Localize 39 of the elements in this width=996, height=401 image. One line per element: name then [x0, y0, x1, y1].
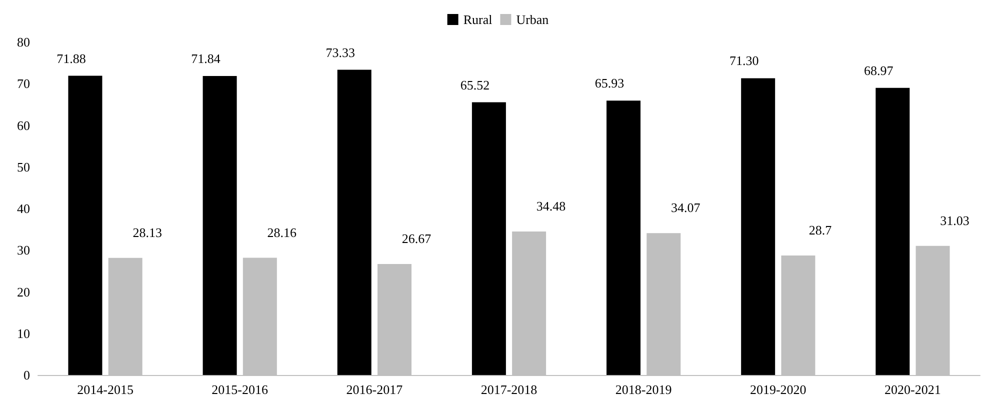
- legend-label: Urban: [516, 12, 550, 27]
- x-tick-label: 2014-2015: [77, 382, 134, 397]
- data-label: 71.30: [729, 53, 759, 68]
- data-label: 65.93: [594, 76, 624, 91]
- bar: [202, 76, 237, 375]
- x-tick-label: 2015-2016: [212, 382, 269, 397]
- data-label: 28.16: [267, 224, 298, 240]
- data-label: 65.52: [460, 77, 490, 92]
- bar: [606, 100, 641, 375]
- data-label: 28.13: [132, 224, 162, 240]
- y-tick-label: 20: [17, 284, 30, 300]
- y-tick-label: 40: [17, 201, 30, 216]
- bar: [876, 88, 910, 375]
- data-label: 28.7: [808, 222, 832, 238]
- x-tick-label: 2020-2021: [884, 382, 941, 397]
- x-tick-label: 2019-2020: [750, 382, 806, 397]
- x-tick-label: 2018-2019: [615, 382, 672, 397]
- bar: [741, 78, 776, 375]
- data-label: 26.67: [402, 230, 432, 246]
- bar: [337, 70, 372, 375]
- data-label: 34.48: [536, 198, 566, 214]
- y-tick-label: 50: [17, 159, 30, 174]
- legend-label: Rural: [463, 12, 493, 27]
- bar: [68, 76, 102, 375]
- y-tick-label: 70: [17, 76, 30, 92]
- y-tick-label: 0: [24, 368, 30, 382]
- x-tick-label: 2017-2018: [480, 382, 538, 397]
- data-label: 34.07: [671, 200, 701, 216]
- bar: [472, 102, 506, 375]
- x-tick-label: 2016-2017: [346, 382, 404, 397]
- data-label: 68.97: [864, 62, 894, 78]
- data-label: 73.33: [326, 44, 355, 60]
- data-label: 71.88: [56, 50, 86, 66]
- data-label: 71.84: [191, 50, 221, 66]
- y-tick-label: 80: [17, 34, 30, 50]
- data-label: 31.03: [940, 212, 970, 228]
- y-tick-label: 60: [17, 118, 30, 133]
- y-tick-label: 30: [17, 242, 30, 258]
- y-tick-label: 10: [17, 326, 30, 341]
